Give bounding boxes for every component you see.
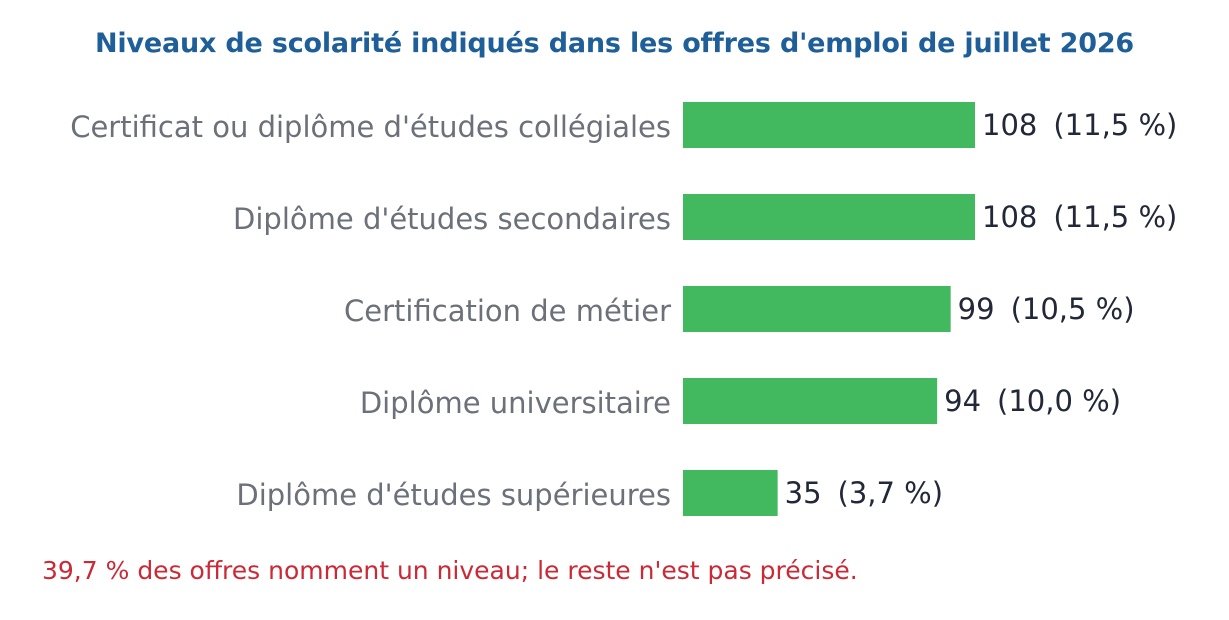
- percent-label: (10,5 %): [1011, 292, 1135, 326]
- value-label: 35: [785, 476, 822, 510]
- value-label: 108: [982, 200, 1037, 234]
- category-label: Diplôme d'études secondaires: [233, 202, 671, 236]
- category-label: Diplôme universitaire: [360, 386, 671, 420]
- percent-label: (11,5 %): [1053, 108, 1177, 142]
- category-label: Certificat ou diplôme d'études collégial…: [70, 110, 671, 144]
- bar: [683, 470, 778, 516]
- value-label: 108: [982, 108, 1037, 142]
- chart-footnote: 39,7 % des offres nomment un niveau; le …: [42, 556, 858, 585]
- chart-title: Niveaux de scolarité indiqués dans les o…: [94, 28, 1135, 59]
- percent-label: (11,5 %): [1053, 200, 1177, 234]
- bar: [683, 286, 951, 332]
- bar: [683, 378, 938, 424]
- category-label: Diplôme d'études supérieures: [236, 478, 671, 512]
- percent-label: (3,7 %): [838, 476, 944, 510]
- bar: [683, 194, 975, 240]
- category-label: Certification de métier: [344, 294, 671, 328]
- percent-label: (10,0 %): [997, 384, 1121, 418]
- value-label: 94: [944, 384, 981, 418]
- value-label: 99: [958, 292, 995, 326]
- bar: [683, 102, 975, 148]
